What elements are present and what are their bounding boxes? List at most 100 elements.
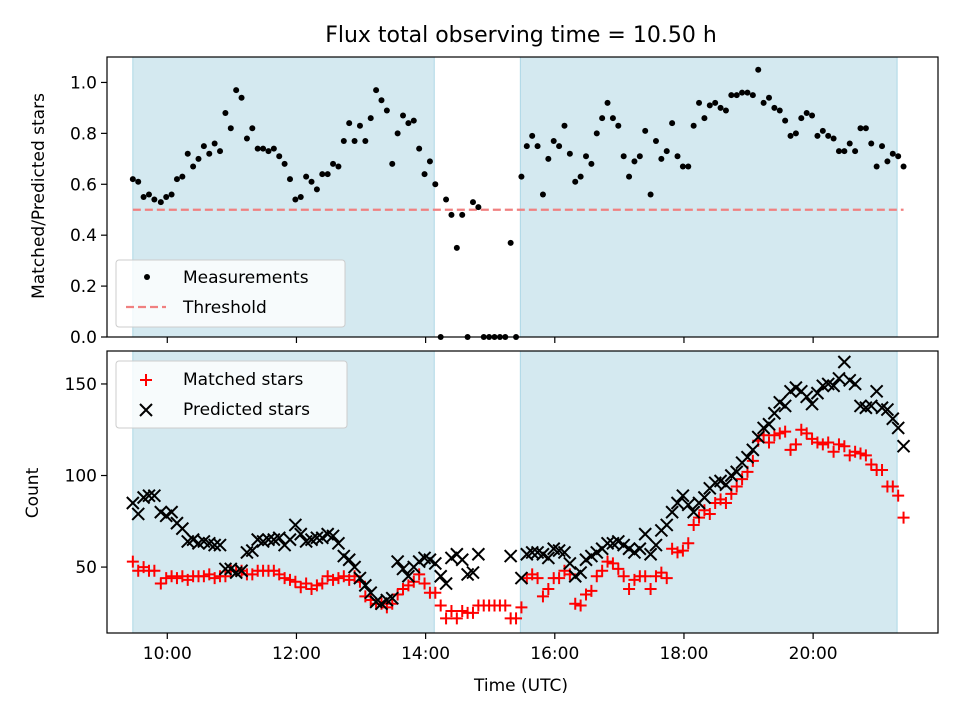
measurement-point	[626, 173, 633, 180]
measurement-point	[631, 158, 638, 165]
measurement-point	[270, 145, 277, 152]
predicted-star-point	[428, 556, 443, 571]
predicted-star-point	[439, 576, 453, 591]
matched-star-point	[327, 573, 340, 586]
measurement-point	[669, 120, 676, 127]
measurement-point	[674, 153, 681, 160]
predicted-star-point	[670, 496, 685, 510]
measurement-point	[620, 153, 627, 160]
predicted-star-point	[600, 536, 615, 550]
measurement-point	[286, 176, 293, 183]
matched-star-point	[536, 590, 549, 603]
measurement-point	[566, 150, 573, 157]
measurement-point	[658, 155, 665, 162]
measurement-point	[755, 66, 762, 73]
measurement-point	[389, 160, 396, 167]
predicted-star-point	[864, 399, 878, 413]
measurement-point	[782, 117, 789, 124]
predicted-star-point	[245, 543, 260, 558]
matched-star-point	[440, 612, 453, 625]
predicted-star-point	[503, 549, 518, 563]
measurement-point	[227, 125, 234, 132]
measurement-point	[529, 132, 536, 139]
measurement-point	[378, 97, 385, 104]
measurement-point	[760, 99, 767, 106]
measurement-point	[400, 112, 407, 119]
predicted-star-point	[891, 421, 905, 435]
top-y-tick-label: 0.8	[70, 124, 97, 144]
predicted-star-point	[294, 527, 308, 541]
measurement-point	[362, 138, 369, 144]
predicted-star-point	[719, 477, 733, 492]
predicted-star-point	[514, 571, 529, 585]
measurement-point	[593, 130, 600, 137]
measurement-point	[518, 173, 525, 180]
matched-star-point	[542, 583, 555, 596]
matched-star-point	[682, 537, 695, 550]
measurement-point	[599, 115, 606, 122]
measurement-point	[846, 140, 853, 147]
matched-star-point	[827, 445, 840, 458]
predicted-star-point	[142, 488, 156, 503]
top-panel: 0.0 0.2 0.4 0.6 0.8 1.0 Measurements Threshold	[70, 56, 939, 348]
bottom-y-tick-label: 150	[65, 375, 97, 395]
matched-star-point	[165, 570, 178, 583]
chart-title: Flux total observing time = 10.50 h	[325, 23, 717, 48]
measurement-point	[173, 176, 180, 183]
measurement-point	[330, 160, 337, 167]
measurement-point	[744, 89, 751, 96]
measurement-point	[416, 145, 423, 152]
bottom-panel: 50 100 150 10:00 12:00 14:00 16:00 18:00 20:00 Ma…	[65, 350, 939, 664]
predicted-star-point	[147, 488, 162, 503]
measurement-point	[303, 173, 310, 180]
bottom-legend-box	[115, 360, 348, 429]
measurement-point	[884, 158, 891, 165]
measurement-point	[577, 173, 584, 180]
matched-star-point	[671, 546, 684, 559]
measurement-point	[254, 145, 261, 152]
matched-star-point	[800, 427, 813, 440]
predicted-star-point	[633, 542, 647, 556]
predicted-star-point	[557, 545, 572, 560]
predicted-star-point	[848, 377, 862, 391]
matched-star-point	[510, 612, 523, 625]
measurement-point	[281, 160, 288, 167]
measurement-point	[545, 155, 552, 162]
predicted-star-point	[164, 505, 179, 519]
predicted-star-point	[730, 465, 744, 479]
matched-star-point	[126, 555, 139, 568]
predicted-star-point	[665, 505, 679, 519]
matched-star-point	[585, 584, 598, 597]
measurement-point	[367, 115, 374, 122]
matched-star-point	[300, 577, 313, 590]
predicted-star-point	[283, 532, 297, 547]
predicted-star-point	[525, 545, 539, 560]
measurement-point	[335, 163, 342, 170]
measurement-point	[652, 138, 659, 144]
measurement-point	[243, 135, 250, 142]
predicted-star-point	[234, 564, 249, 578]
predicted-star-point	[676, 488, 690, 503]
matched-star-point	[730, 480, 743, 493]
predicted-star-point	[681, 498, 695, 512]
matched-star-point	[606, 557, 619, 570]
predicted-star-point	[686, 505, 701, 519]
matched-star-point	[289, 575, 302, 588]
matched-star-point	[418, 577, 431, 590]
measurement-point	[900, 163, 907, 170]
predicted-star-point	[778, 399, 792, 413]
x-axis-label: Time (UTC)	[473, 676, 568, 696]
top-legend-box	[115, 259, 346, 328]
legend-threshold-label: Threshold	[182, 298, 267, 318]
matched-star-point	[283, 573, 296, 586]
matched-star-point	[310, 579, 323, 592]
measurement-point	[825, 132, 832, 139]
matched-star-point	[456, 605, 469, 618]
predicted-star-point	[353, 571, 367, 585]
matched-star-point	[854, 447, 867, 460]
measurement-point	[895, 153, 902, 160]
matched-star-point	[623, 583, 636, 596]
matched-star-point	[208, 572, 221, 585]
predicted-star-point	[837, 355, 852, 369]
measurement-point	[129, 176, 136, 183]
